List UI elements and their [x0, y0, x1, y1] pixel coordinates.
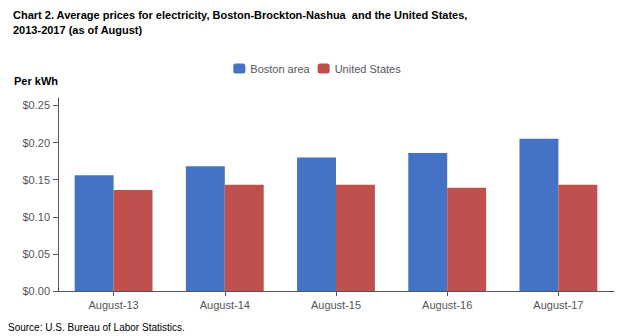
svg-text:$0.15: $0.15 [22, 174, 50, 186]
svg-text:United States: United States [335, 63, 402, 75]
svg-text:Source: U.S. Bureau of Labor S: Source: U.S. Bureau of Labor Statistics. [8, 322, 185, 333]
svg-text:August-15: August-15 [311, 299, 361, 311]
svg-text:2013-2017 (as of August): 2013-2017 (as of August) [13, 24, 143, 36]
svg-text:$0.20: $0.20 [22, 137, 50, 149]
svg-text:August-14: August-14 [200, 299, 250, 311]
svg-text:Per kWh: Per kWh [14, 75, 58, 87]
svg-text:August-17: August-17 [533, 299, 583, 311]
svg-text:$0.00: $0.00 [22, 285, 50, 297]
svg-text:$0.05: $0.05 [22, 248, 50, 260]
svg-text:Chart 2. Average prices for el: Chart 2. Average prices for electricity,… [13, 9, 467, 21]
svg-text:$0.10: $0.10 [22, 211, 50, 223]
svg-text:$0.25: $0.25 [22, 99, 50, 111]
svg-text:August-16: August-16 [422, 299, 472, 311]
svg-text:August-13: August-13 [89, 299, 139, 311]
svg-text:Boston area: Boston area [250, 63, 310, 75]
